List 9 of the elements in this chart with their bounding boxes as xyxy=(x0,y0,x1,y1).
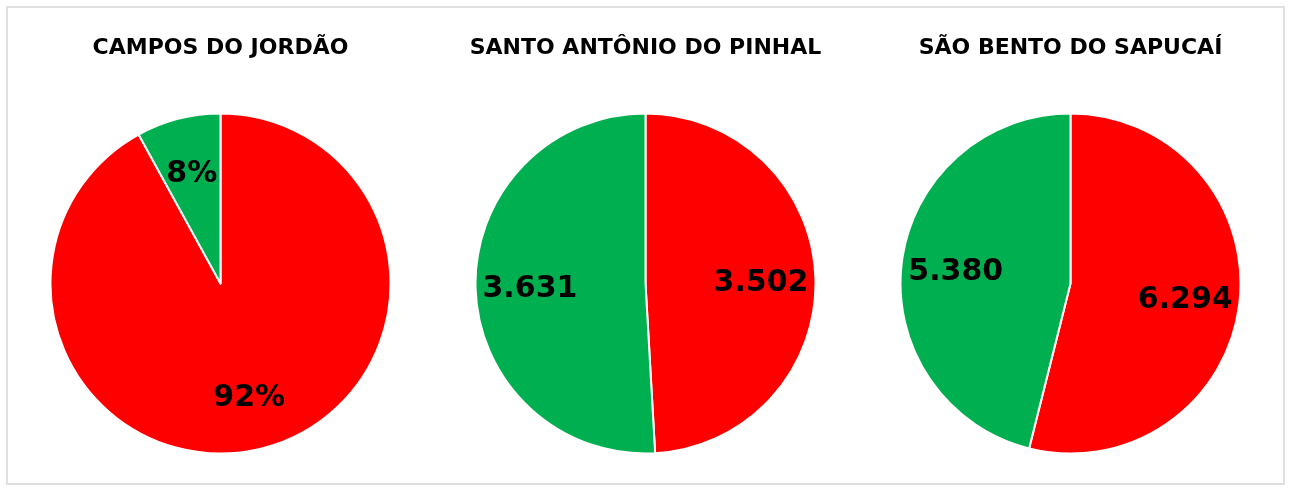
data-label: 92% xyxy=(213,377,286,413)
data-label: 6.294 xyxy=(1137,280,1233,316)
data-label: 3.502 xyxy=(713,262,809,298)
chart-title: SANTO ANTÔNIO DO PINHAL xyxy=(469,33,822,59)
data-label: 5.380 xyxy=(908,251,1004,287)
data-label: 8% xyxy=(166,154,218,190)
data-label: 3.631 xyxy=(482,269,578,305)
chart-title: SÃO BENTO DO SAPUCAÍ xyxy=(918,33,1223,59)
chart-title: CAMPOS DO JORDÃO xyxy=(92,33,349,59)
